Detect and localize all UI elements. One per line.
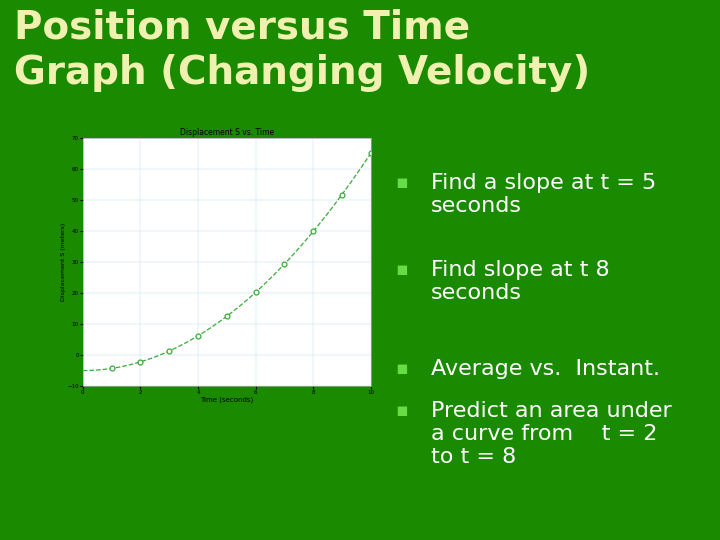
X-axis label: Time (seconds): Time (seconds): [200, 397, 253, 403]
Text: ▪: ▪: [395, 260, 408, 279]
Text: Find a slope at t = 5
seconds: Find a slope at t = 5 seconds: [431, 172, 657, 215]
Text: Average vs.  Instant.: Average vs. Instant.: [431, 359, 660, 379]
Text: Position versus Time
Graph (Changing Velocity): Position versus Time Graph (Changing Vel…: [14, 8, 590, 92]
Text: ▪: ▪: [395, 359, 408, 377]
Text: ▪: ▪: [395, 401, 408, 420]
Title: Displacement S vs. Time: Displacement S vs. Time: [180, 128, 274, 137]
Y-axis label: Displacement S (meters): Displacement S (meters): [60, 223, 66, 301]
Text: Predict an area under
a curve from    t = 2
to t = 8: Predict an area under a curve from t = 2…: [431, 401, 672, 467]
Text: ▪: ▪: [395, 172, 408, 192]
Text: Find slope at t 8
seconds: Find slope at t 8 seconds: [431, 260, 610, 303]
